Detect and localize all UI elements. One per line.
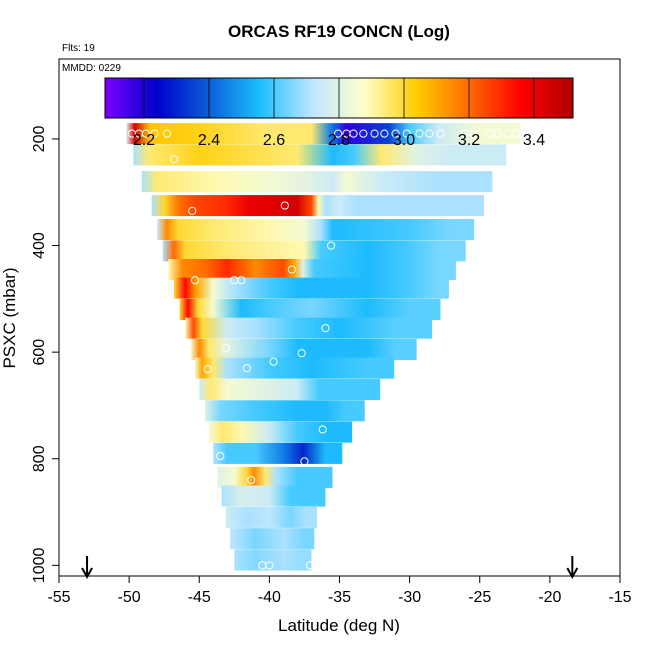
x-tick-label: -20	[538, 589, 561, 606]
y-axis: 200 400 600 800 1000	[31, 126, 59, 583]
heatmap-layer	[199, 378, 381, 400]
observation-point	[216, 451, 225, 461]
heatmap-layer	[185, 317, 433, 339]
y-tick-label: 200	[31, 126, 48, 153]
flights-annotation: Flts: 19	[62, 43, 95, 54]
observation-point	[485, 129, 494, 138]
heatmap-layer	[195, 357, 395, 379]
heatmap-layer	[162, 240, 466, 262]
observation-point	[436, 129, 445, 138]
x-tick-label: -45	[188, 589, 211, 606]
heatmap-layer	[174, 277, 449, 299]
colorbar-tick-label: 2.2	[133, 132, 155, 149]
observation-point	[305, 561, 315, 570]
colorbar-tick-label: 3.2	[458, 132, 480, 149]
observation-point	[150, 129, 159, 138]
colorbar: 2.2 2.4 2.6 2.8 3.0 3.2 3.4	[104, 77, 574, 149]
heatmap-layer	[209, 421, 353, 443]
heatmap-layer	[168, 259, 456, 281]
observation-point	[247, 475, 256, 485]
observation-point	[318, 425, 327, 434]
observation-point	[265, 561, 274, 570]
observation-point	[349, 129, 358, 138]
observation-point	[269, 357, 278, 366]
observation-point	[512, 129, 521, 138]
heatmap-layer	[157, 219, 475, 241]
x-axis-label: Latitude (deg N)	[278, 616, 400, 635]
observation-point	[203, 365, 212, 374]
y-tick-label: 800	[31, 445, 48, 472]
observation-point	[237, 276, 246, 285]
heatmap-layer	[141, 171, 493, 193]
observation-point	[141, 129, 151, 138]
heatmap-layer	[190, 338, 417, 360]
flight-marker-arrow	[566, 556, 579, 580]
observation-point	[210, 561, 219, 570]
observation-point	[391, 129, 400, 138]
observation-point	[359, 129, 368, 138]
chart-title: ORCAS RF19 CONCN (Log)	[228, 22, 450, 41]
observation-point	[326, 241, 336, 250]
heatmap-layer	[221, 485, 326, 507]
colorbar-tick-label: 2.4	[198, 132, 220, 149]
observation-point	[162, 129, 172, 138]
observation-point	[200, 473, 209, 482]
observation-point	[321, 324, 330, 333]
heatmap-layer	[230, 528, 315, 550]
colorbar-tick-label: 3.4	[523, 132, 545, 149]
observation-point	[425, 129, 434, 138]
observation-point	[242, 364, 252, 373]
colorbar-tick-label: 2.6	[263, 132, 285, 149]
observation-point	[297, 349, 306, 358]
observation-point	[333, 129, 343, 138]
observation-point	[415, 129, 424, 138]
observation-point	[460, 129, 469, 138]
observation-point	[503, 129, 512, 138]
heatmap-layer	[217, 466, 333, 488]
y-tick-label: 400	[31, 232, 48, 259]
x-tick-label: -55	[47, 589, 70, 606]
y-tick-label: 600	[31, 339, 48, 366]
observation-points	[127, 129, 521, 570]
observation-point	[402, 129, 411, 138]
observation-point	[370, 129, 379, 138]
heatmap-layer	[213, 442, 343, 464]
heatmap-layer	[179, 299, 441, 321]
y-tick-label: 1000	[31, 547, 48, 583]
observation-point	[287, 265, 296, 274]
heatmap-layer	[126, 123, 521, 145]
flight-marker-arrow	[81, 556, 93, 580]
observation-point	[280, 201, 289, 210]
heatmap-layer	[204, 400, 365, 422]
heatmap-layer	[225, 506, 318, 528]
heatmap-layer	[234, 549, 312, 571]
colorbar-tick-label: 2.8	[328, 132, 350, 149]
observation-point	[221, 343, 230, 352]
heatmap-layer	[151, 195, 484, 217]
y-axis-label: PSXC (mbar)	[0, 267, 19, 368]
x-tick-label: -35	[328, 589, 351, 606]
observation-point	[493, 129, 503, 138]
observation-point	[188, 206, 197, 216]
observation-point	[190, 276, 200, 285]
observation-point	[169, 155, 179, 164]
flight-markers	[81, 556, 579, 580]
x-tick-label: -25	[468, 589, 491, 606]
x-tick-label: -40	[258, 589, 281, 606]
heatmap-layers	[126, 123, 521, 571]
x-tick-label: -30	[398, 589, 421, 606]
x-tick-label: -50	[118, 589, 141, 606]
observation-point	[380, 129, 389, 138]
observation-point	[470, 129, 479, 138]
observation-point	[300, 457, 309, 466]
date-annotation: MMDD: 0229	[62, 63, 121, 74]
colorbar-tick-label: 3.0	[393, 132, 415, 149]
heatmap-layer	[133, 144, 507, 166]
x-axis: -55 -50 -45 -40 -35 -30 -25 -20 -15	[47, 576, 632, 606]
x-tick-label: -15	[608, 589, 631, 606]
